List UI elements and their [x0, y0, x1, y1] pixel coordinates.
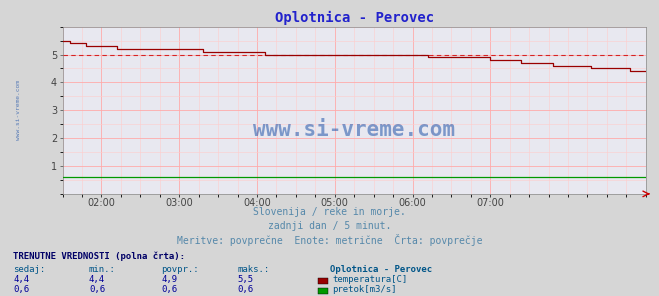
Text: zadnji dan / 5 minut.: zadnji dan / 5 minut.	[268, 221, 391, 231]
Text: pretok[m3/s]: pretok[m3/s]	[332, 285, 397, 294]
Text: sedaj:: sedaj:	[13, 265, 45, 274]
Text: maks.:: maks.:	[237, 265, 270, 274]
Text: Meritve: povprečne  Enote: metrične  Črta: povprečje: Meritve: povprečne Enote: metrične Črta:…	[177, 234, 482, 246]
Text: temperatura[C]: temperatura[C]	[332, 275, 407, 284]
Text: 0,6: 0,6	[89, 285, 105, 294]
Text: Oplotnica - Perovec: Oplotnica - Perovec	[330, 265, 432, 274]
Text: 0,6: 0,6	[13, 285, 29, 294]
Title: Oplotnica - Perovec: Oplotnica - Perovec	[275, 11, 434, 25]
Text: www.si-vreme.com: www.si-vreme.com	[16, 80, 21, 140]
Text: 0,6: 0,6	[161, 285, 177, 294]
Text: Slovenija / reke in morje.: Slovenija / reke in morje.	[253, 207, 406, 217]
Text: min.:: min.:	[89, 265, 116, 274]
Text: TRENUTNE VREDNOSTI (polna črta):: TRENUTNE VREDNOSTI (polna črta):	[13, 252, 185, 261]
Text: www.si-vreme.com: www.si-vreme.com	[253, 120, 455, 140]
Text: 4,9: 4,9	[161, 275, 177, 284]
Text: 4,4: 4,4	[13, 275, 29, 284]
Text: 0,6: 0,6	[237, 285, 253, 294]
Text: povpr.:: povpr.:	[161, 265, 199, 274]
Text: 5,5: 5,5	[237, 275, 253, 284]
Text: 4,4: 4,4	[89, 275, 105, 284]
